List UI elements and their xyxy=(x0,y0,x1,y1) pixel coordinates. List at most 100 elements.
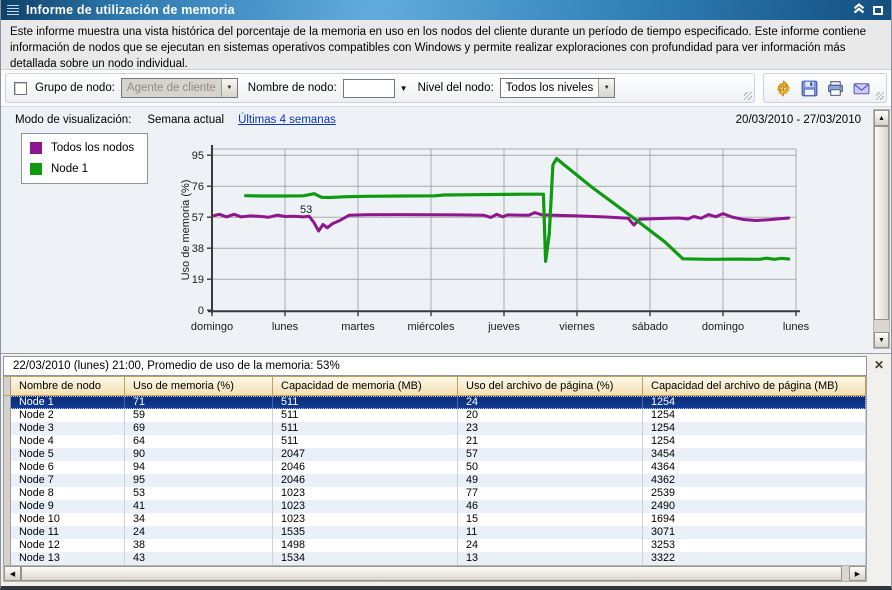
table-cell: 3454 xyxy=(643,448,866,461)
table-row[interactable]: Node 10341023151694 xyxy=(4,513,866,526)
table-cell: Node 6 xyxy=(11,461,125,474)
row-gutter xyxy=(4,513,11,526)
svg-text:76: 76 xyxy=(192,181,204,193)
table-row[interactable]: Node 7952046494362 xyxy=(4,474,866,487)
legend-label: Todos los nodos xyxy=(51,142,134,154)
column-header[interactable]: Capacidad de memoria (MB) xyxy=(273,377,458,396)
report-window: Informe de utilización de memoria Este i… xyxy=(0,0,892,590)
svg-text:0: 0 xyxy=(198,305,204,317)
table-cell: 38 xyxy=(125,539,273,552)
table-cell: 4362 xyxy=(643,474,866,487)
table-cell: 3253 xyxy=(643,539,866,552)
table-cell: 69 xyxy=(125,422,273,435)
chevron-down-icon: ▼ xyxy=(598,79,614,97)
column-header[interactable]: Nombre de nodo xyxy=(11,377,125,396)
table-cell: 59 xyxy=(125,409,273,422)
row-gutter xyxy=(4,409,11,422)
table-cell: 43 xyxy=(125,552,273,565)
table-row[interactable]: Node 369511231254 xyxy=(4,422,866,435)
table-cell: 15 xyxy=(458,513,643,526)
email-icon[interactable] xyxy=(849,76,873,100)
scroll-left-button[interactable]: ◀ xyxy=(4,566,21,581)
collapse-icon[interactable] xyxy=(852,1,866,19)
table-row[interactable]: Node 11241535113071 xyxy=(4,526,866,539)
refresh-icon[interactable] xyxy=(771,76,795,100)
table-cell: Node 1 xyxy=(11,396,125,409)
node-level-select[interactable]: Todos los niveles ▼ xyxy=(500,78,616,98)
scroll-right-button[interactable]: ▶ xyxy=(849,566,866,581)
detail-caption: 22/03/2010 (lunes) 21:00, Promedio de us… xyxy=(3,356,867,376)
table-cell: 1023 xyxy=(273,500,458,513)
vertical-scroll-thumb[interactable] xyxy=(874,126,889,320)
table-row[interactable]: Node 5902047573454 xyxy=(4,448,866,461)
table-cell: 1254 xyxy=(643,422,866,435)
table-cell: Node 3 xyxy=(11,422,125,435)
node-group-label: Grupo de nodo: xyxy=(35,82,115,94)
row-gutter xyxy=(4,461,11,474)
save-icon[interactable] xyxy=(797,76,821,100)
table-cell: 50 xyxy=(458,461,643,474)
last-4-weeks-link[interactable]: Últimas 4 semanas xyxy=(238,114,336,126)
node-group-checkbox[interactable] xyxy=(14,82,27,95)
row-gutter xyxy=(4,377,11,396)
chevron-down-icon: ▼ xyxy=(221,79,237,97)
table-cell: 1694 xyxy=(643,513,866,526)
table-cell: 23 xyxy=(458,422,643,435)
column-header[interactable]: Uso de memoria (%) xyxy=(125,377,273,396)
node-name-input[interactable] xyxy=(343,79,395,98)
svg-text:miércoles: miércoles xyxy=(407,321,455,333)
table-cell: 2046 xyxy=(273,461,458,474)
svg-text:19: 19 xyxy=(192,274,204,286)
svg-text:57: 57 xyxy=(192,212,204,224)
print-icon[interactable] xyxy=(823,76,847,100)
close-icon[interactable]: ✕ xyxy=(874,359,884,371)
table-cell: 1023 xyxy=(273,513,458,526)
scroll-down-button[interactable]: ▼ xyxy=(874,332,889,348)
table-cell: Node 8 xyxy=(11,487,125,500)
table-cell: 1023 xyxy=(273,487,458,500)
table-row[interactable]: Node 171511241254 xyxy=(4,396,866,409)
legend-label: Node 1 xyxy=(51,163,88,175)
table-header-row: Nombre de nodoUso de memoria (%)Capacida… xyxy=(4,376,866,396)
table-row[interactable]: Node 12381498243253 xyxy=(4,539,866,552)
node-group-select[interactable]: Agente de cliente ▼ xyxy=(121,78,238,98)
legend-swatch-icon xyxy=(30,142,42,154)
table-cell: 71 xyxy=(125,396,273,409)
table-cell: 24 xyxy=(458,539,643,552)
filter-group: Grupo de nodo: Agente de cliente ▼ Nombr… xyxy=(5,73,755,103)
table-cell: 20 xyxy=(458,409,643,422)
horizontal-scroll-thumb[interactable] xyxy=(21,566,842,581)
toolbar-resize-grip xyxy=(876,92,884,100)
node-name-label: Nombre de nodo: xyxy=(248,82,337,94)
row-gutter xyxy=(4,474,11,487)
legend-swatch-icon xyxy=(30,163,42,175)
table-row[interactable]: Node 9411023462490 xyxy=(4,500,866,513)
svg-text:38: 38 xyxy=(192,243,204,255)
table-cell: 11 xyxy=(458,526,643,539)
row-gutter xyxy=(4,526,11,539)
maximize-icon[interactable] xyxy=(873,6,883,15)
table-cell: 34 xyxy=(125,513,273,526)
table-row[interactable]: Node 8531023772539 xyxy=(4,487,866,500)
table-row[interactable]: Node 13431534133322 xyxy=(4,552,866,565)
table-row[interactable]: Node 259511201254 xyxy=(4,409,866,422)
svg-text:lunes: lunes xyxy=(272,321,299,333)
table-cell: Node 2 xyxy=(11,409,125,422)
table-row[interactable]: Node 464511211254 xyxy=(4,435,866,448)
scroll-up-button[interactable]: ▲ xyxy=(874,110,889,126)
horizontal-scrollbar: ◀ ▶ xyxy=(3,565,867,582)
table-cell: Node 11 xyxy=(11,526,125,539)
table-row[interactable]: Node 6942046504364 xyxy=(4,461,866,474)
table-cell: Node 9 xyxy=(11,500,125,513)
column-header[interactable]: Capacidad del archivo de página (MB) xyxy=(643,377,866,396)
table-cell: Node 12 xyxy=(11,539,125,552)
report-description: Este informe muestra una vista histórica… xyxy=(1,20,891,70)
node-table: Nombre de nodoUso de memoria (%)Capacida… xyxy=(3,376,867,565)
row-gutter xyxy=(4,500,11,513)
table-cell: 1498 xyxy=(273,539,458,552)
column-header[interactable]: Uso del archivo de página (%) xyxy=(458,377,643,396)
view-mode-label: Modo de visualización: xyxy=(15,114,131,126)
svg-text:domingo: domingo xyxy=(702,321,744,333)
node-name-dropdown-icon[interactable]: ▼ xyxy=(400,84,408,93)
table-cell: 77 xyxy=(458,487,643,500)
